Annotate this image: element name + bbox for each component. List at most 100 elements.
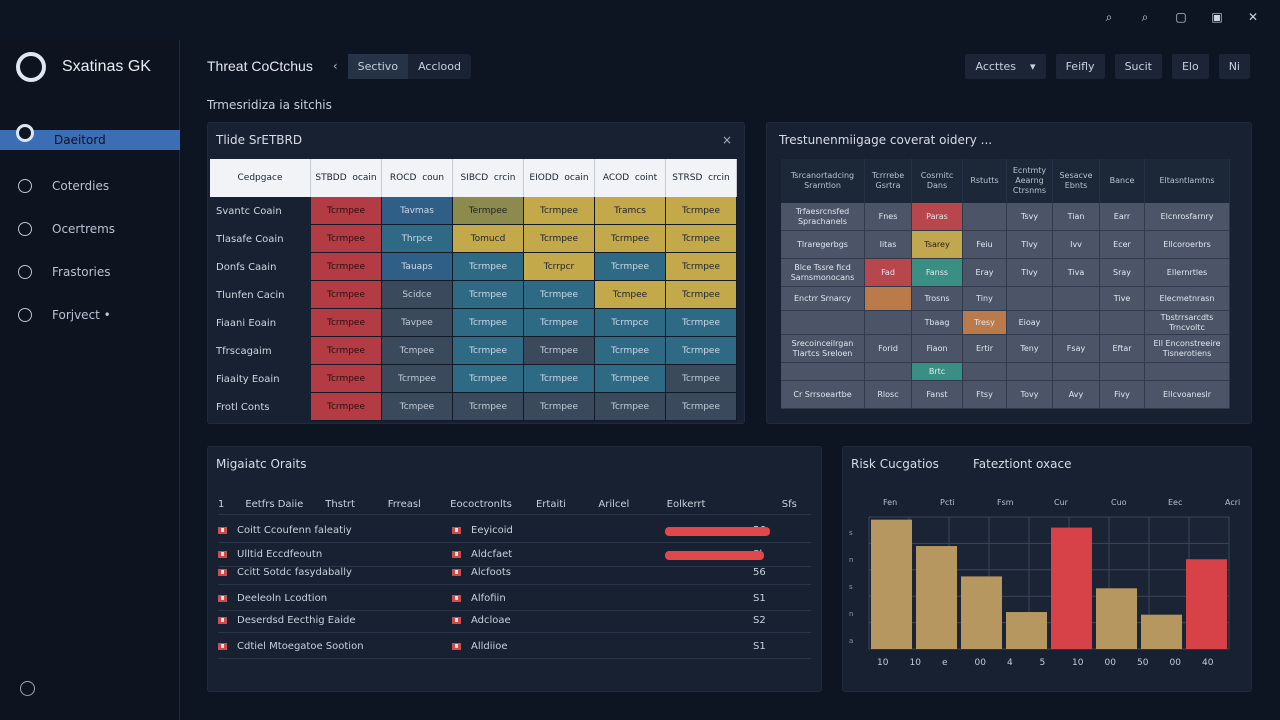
coverage-cell[interactable]: Tiny bbox=[963, 287, 1007, 311]
close-icon[interactable]: ✕ bbox=[1247, 10, 1259, 24]
table-row[interactable]: Coitt Ccoufenn faleatiyEeyicoid56 bbox=[218, 519, 811, 543]
coverage-cell[interactable]: Trosns bbox=[912, 287, 963, 311]
sidebar-item-0[interactable]: Daeitord bbox=[0, 124, 180, 150]
coverage-cell[interactable] bbox=[1053, 287, 1100, 311]
matrix-cell[interactable]: Tcrmpee bbox=[666, 253, 737, 281]
action-button-1[interactable]: Feifly bbox=[1055, 53, 1105, 79]
matrix-cell[interactable]: Tcrmpee bbox=[595, 225, 666, 253]
coverage-cell[interactable]: Rlosc bbox=[865, 381, 912, 409]
coverage-cell[interactable] bbox=[963, 203, 1007, 231]
coverage-cell[interactable] bbox=[1007, 363, 1053, 381]
seg-button-2[interactable]: Acclood bbox=[418, 59, 461, 73]
matrix-cell[interactable]: Tcrmpee bbox=[311, 393, 382, 421]
action-button-2[interactable]: Sucit bbox=[1114, 53, 1162, 79]
coverage-cell[interactable]: Fanst bbox=[912, 381, 963, 409]
coverage-cell[interactable]: Tiva bbox=[1053, 259, 1100, 287]
coverage-cell[interactable]: Eftar bbox=[1100, 335, 1145, 363]
matrix-cell[interactable]: Tcrmpee bbox=[311, 225, 382, 253]
sidebar-item-3[interactable]: Frastories bbox=[0, 258, 180, 286]
help-icon[interactable] bbox=[20, 681, 35, 696]
matrix-cell[interactable]: Tcrmpee bbox=[524, 393, 595, 421]
coverage-cell[interactable]: Tlraregerbgs bbox=[781, 231, 865, 259]
seg-button-1[interactable]: Sectivo bbox=[347, 53, 409, 79]
coverage-cell[interactable] bbox=[1007, 287, 1053, 311]
tile-icon[interactable]: ▣ bbox=[1211, 10, 1223, 24]
matrix-cell[interactable]: Tcrmpee bbox=[382, 365, 453, 393]
coverage-cell[interactable]: Ellernrtles bbox=[1145, 259, 1230, 287]
matrix-cell[interactable]: Tcrmpee bbox=[666, 197, 737, 225]
coverage-cell[interactable]: Fsay bbox=[1053, 335, 1100, 363]
matrix-cell[interactable]: Tramcs bbox=[595, 197, 666, 225]
coverage-cell[interactable]: Tlvy bbox=[1007, 231, 1053, 259]
coverage-cell[interactable]: Enctrr Srnarcy bbox=[781, 287, 865, 311]
coverage-cell[interactable] bbox=[963, 363, 1007, 381]
matrix-cell[interactable]: Tcrmpee bbox=[311, 197, 382, 225]
coverage-cell[interactable]: Trfaesrcnsfed Sprachanels bbox=[781, 203, 865, 231]
matrix-cell[interactable]: Tcrmpee bbox=[453, 281, 524, 309]
search-icon[interactable]: ⌕ bbox=[1105, 10, 1113, 24]
window-icon[interactable]: ▢ bbox=[1175, 10, 1187, 24]
coverage-cell[interactable] bbox=[1053, 363, 1100, 381]
coverage-cell[interactable]: Tsarey bbox=[912, 231, 963, 259]
matrix-cell[interactable]: Tcrmpee bbox=[453, 337, 524, 365]
matrix-cell[interactable]: Tcrmpee bbox=[666, 337, 737, 365]
matrix-cell[interactable]: Tcrmpce bbox=[595, 309, 666, 337]
matrix-cell[interactable]: Tcrmpee bbox=[453, 365, 524, 393]
matrix-cell[interactable]: Tcrmpee bbox=[524, 337, 595, 365]
coverage-cell[interactable]: Tovy bbox=[1007, 381, 1053, 409]
coverage-cell[interactable]: Srecoinceilrgan Tlartcs Sreloen bbox=[781, 335, 865, 363]
matrix-cell[interactable]: Tcrmpee bbox=[453, 393, 524, 421]
matrix-cell[interactable]: Tcrmpee bbox=[453, 309, 524, 337]
action-button-4[interactable]: Ni bbox=[1218, 53, 1250, 79]
coverage-cell[interactable]: Elcnrosfarnry bbox=[1145, 203, 1230, 231]
coverage-cell[interactable] bbox=[1053, 311, 1100, 335]
matrix-cell[interactable]: Tcrmpee bbox=[524, 281, 595, 309]
matrix-cell[interactable]: Tcmpee bbox=[382, 393, 453, 421]
coverage-cell[interactable]: Forid bbox=[865, 335, 912, 363]
matrix-cell[interactable]: Tcrmpee bbox=[595, 365, 666, 393]
matrix-cell[interactable]: Tcrmpee bbox=[524, 309, 595, 337]
matrix-cell[interactable]: Tcrmpee bbox=[453, 253, 524, 281]
coverage-cell[interactable]: Ecer bbox=[1100, 231, 1145, 259]
coverage-cell[interactable]: Ellcvoaneslr bbox=[1145, 381, 1230, 409]
coverage-cell[interactable]: Brtc bbox=[912, 363, 963, 381]
coverage-cell[interactable] bbox=[781, 311, 865, 335]
coverage-cell[interactable] bbox=[1100, 311, 1145, 335]
matrix-cell[interactable]: Tcrmpee bbox=[595, 337, 666, 365]
coverage-cell[interactable]: Feiu bbox=[963, 231, 1007, 259]
filter-dropdown[interactable]: Accttes ▾ bbox=[965, 53, 1046, 79]
table-row[interactable]: Deserdsd Eecthig Eaide Adcloae S2 bbox=[218, 609, 811, 633]
sidebar-item-4[interactable]: Forjvect • bbox=[0, 301, 180, 329]
coverage-cell[interactable]: Ftsy bbox=[963, 381, 1007, 409]
coverage-cell[interactable] bbox=[865, 311, 912, 335]
coverage-cell[interactable]: Fanss bbox=[912, 259, 963, 287]
coverage-cell[interactable]: Tbaag bbox=[912, 311, 963, 335]
coverage-cell[interactable]: Eioay bbox=[1007, 311, 1053, 335]
matrix-cell[interactable]: Tcmpee bbox=[595, 281, 666, 309]
coverage-cell[interactable] bbox=[865, 287, 912, 311]
matrix-cell[interactable]: Scidce bbox=[382, 281, 453, 309]
table-row[interactable]: Deeleoln Lcodtion Alfofiin S1 bbox=[218, 587, 811, 611]
coverage-cell[interactable] bbox=[1145, 363, 1230, 381]
sidebar-item-1[interactable]: Coterdies bbox=[0, 172, 180, 200]
coverage-cell[interactable]: Ellcoroerbrs bbox=[1145, 231, 1230, 259]
matrix-cell[interactable]: Tcrrpcr bbox=[524, 253, 595, 281]
coverage-cell[interactable]: Tive bbox=[1100, 287, 1145, 311]
matrix-cell[interactable]: Tomucd bbox=[453, 225, 524, 253]
coverage-cell[interactable]: Ertir bbox=[963, 335, 1007, 363]
table-row[interactable]: Ccitt Sotdc fasydabally Alcfoots 56 bbox=[218, 561, 811, 585]
matrix-cell[interactable]: Tavmas bbox=[382, 197, 453, 225]
coverage-cell[interactable]: Fad bbox=[865, 259, 912, 287]
matrix-cell[interactable]: Tcrmpee bbox=[311, 337, 382, 365]
matrix-cell[interactable]: Tcrmpee bbox=[595, 393, 666, 421]
coverage-cell[interactable]: Tbstrrsarcdts Trncvoltc bbox=[1145, 311, 1230, 335]
coverage-cell[interactable]: Tian bbox=[1053, 203, 1100, 231]
coverage-cell[interactable] bbox=[865, 363, 912, 381]
matrix-cell[interactable]: Tcrmpee bbox=[666, 309, 737, 337]
action-button-3[interactable]: Elo bbox=[1171, 53, 1209, 79]
coverage-cell[interactable]: Tlvy bbox=[1007, 259, 1053, 287]
matrix-cell[interactable]: Tcrmpee bbox=[524, 197, 595, 225]
matrix-cell[interactable]: Tcrmpee bbox=[311, 309, 382, 337]
matrix-cell[interactable]: Thrpce bbox=[382, 225, 453, 253]
coverage-cell[interactable]: Earr bbox=[1100, 203, 1145, 231]
